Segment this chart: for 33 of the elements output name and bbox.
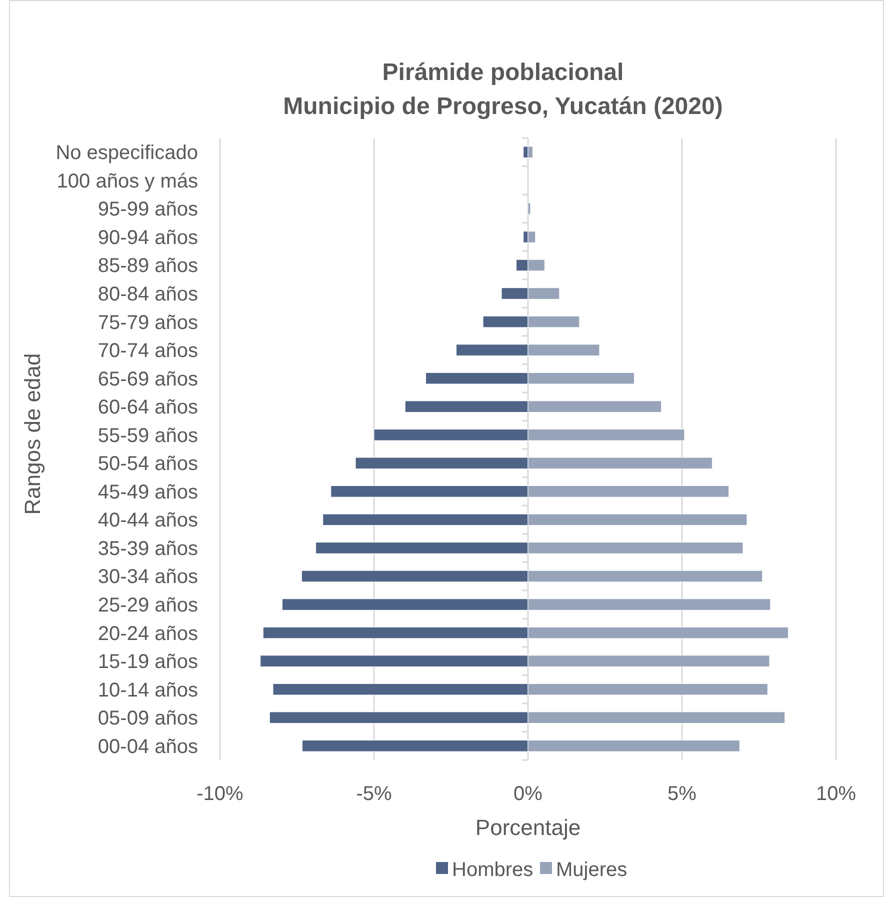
y-tick-label: No especificado [56,142,198,164]
y-tick-label: 40-44 años [98,510,198,532]
legend-label: Hombres [452,859,534,881]
legend-label: Mujeres [556,859,628,881]
y-tick-label: 20-24 años [98,622,198,645]
x-axis-title: Porcentaje [475,815,581,840]
x-tick-label: -10% [196,783,244,805]
x-tick-label: 10% [816,783,856,805]
chart-title: Pirámide poblacional Municipio de Progreso, Yucatán (2020) [283,59,723,120]
y-tick-label: 85-89 años [98,255,198,278]
y-tick-label: 80-84 años [98,284,198,306]
x-tick-label: 5% [668,783,697,805]
y-tick-label: 30-34 años [98,566,198,588]
y-axis-title: Rangos de edad [20,353,45,515]
y-tick-label: 25-29 años [98,594,198,616]
y-tick-label: 10-14 años [98,679,198,702]
x-tick-label: 0% [514,783,543,805]
y-tick-label: 75-79 años [98,312,198,334]
y-tick-label: 45-49 años [98,481,198,504]
y-tick-label: 00-04 años [98,736,198,758]
y-tick-label: 100 años y más [56,170,198,192]
y-tick-label: 95-99 años [98,198,198,221]
y-tick-label: 65-69 años [98,368,198,390]
y-tick-label: 05-09 años [98,708,198,730]
y-tick-label: 60-64 años [98,396,198,419]
x-tick-label: -5% [356,783,392,805]
y-tick-label: 50-54 años [98,453,198,476]
y-tick-label: 35-39 años [98,538,198,560]
y-tick-label: 15-19 años [98,651,198,674]
bar [528,202,531,215]
y-tick-label: 70-74 años [98,340,198,362]
y-tick-label: 55-59 años [98,424,198,447]
y-tick-label: 90-94 años [98,226,198,249]
